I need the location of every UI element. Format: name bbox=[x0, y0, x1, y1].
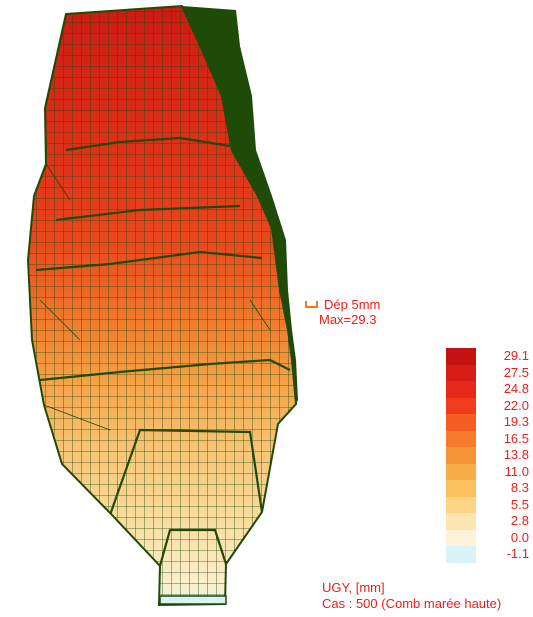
legend-swatch bbox=[446, 348, 476, 365]
legend-swatch bbox=[446, 364, 476, 381]
legend-value: 27.5 bbox=[503, 364, 529, 380]
legend-entry: 0.0 bbox=[446, 529, 531, 546]
result-caption: UGY, [mm] Cas : 500 (Comb marée haute) bbox=[322, 580, 501, 612]
legend-swatch bbox=[446, 546, 476, 563]
legend-entry: 8.3 bbox=[446, 480, 531, 497]
legend-entry: 24.8 bbox=[446, 381, 531, 398]
legend-value: 29.1 bbox=[503, 348, 529, 363]
displacement-scale-label: Dép 5mm bbox=[324, 297, 381, 312]
legend-swatch bbox=[446, 447, 476, 464]
quantity-label: UGY, [mm] bbox=[322, 580, 385, 595]
legend-entry: 19.3 bbox=[446, 414, 531, 431]
color-legend: 29.1 27.5 24.8 22.0 19.3 16.5 13.8 11.0 8.3 5.5 2.… bbox=[446, 348, 531, 563]
legend-swatch bbox=[446, 430, 476, 447]
mesh-side-wall bbox=[182, 6, 298, 404]
legend-swatch bbox=[446, 480, 476, 497]
legend-value: 8.3 bbox=[510, 480, 529, 495]
legend-value: 22.0 bbox=[503, 397, 529, 413]
legend-entry: 29.1 bbox=[446, 348, 531, 365]
legend-swatch bbox=[446, 513, 476, 530]
legend-value: 11.0 bbox=[504, 463, 529, 479]
legend-entry: 13.8 bbox=[446, 447, 531, 464]
displacement-max-label: Max=29.3 bbox=[319, 312, 377, 327]
displacement-scale: Dép 5mm bbox=[305, 297, 380, 312]
legend-entry: 27.5 bbox=[446, 364, 531, 381]
legend-entry: 11.0 bbox=[446, 463, 531, 480]
legend-value: 24.8 bbox=[503, 381, 529, 396]
load-case-label: Cas : 500 (Comb marée haute) bbox=[322, 596, 502, 611]
legend-entry: 22.0 bbox=[446, 397, 531, 414]
legend-value: 13.8 bbox=[503, 447, 529, 462]
legend-value: 0.0 bbox=[510, 529, 529, 545]
legend-swatch bbox=[446, 529, 476, 546]
legend-value: -1.1 bbox=[506, 546, 529, 561]
displacement-annotation: Dép 5mm Max=29.3 bbox=[305, 297, 380, 327]
legend-swatch bbox=[446, 414, 476, 431]
legend-value: 2.8 bbox=[510, 513, 529, 528]
legend-value: 5.5 bbox=[510, 496, 529, 512]
legend-entry: -1.1 bbox=[446, 546, 531, 563]
mesh-base-band bbox=[159, 595, 227, 605]
scale-bracket-icon bbox=[305, 301, 318, 308]
legend-entry: 5.5 bbox=[446, 496, 531, 513]
legend-swatch bbox=[446, 381, 476, 398]
legend-value: 19.3 bbox=[503, 414, 529, 429]
legend-value: 16.5 bbox=[503, 430, 529, 446]
legend-entry: 16.5 bbox=[446, 430, 531, 447]
legend-entry: 2.8 bbox=[446, 513, 531, 530]
legend-swatch bbox=[446, 463, 476, 480]
legend-swatch bbox=[446, 397, 476, 414]
legend-swatch bbox=[446, 496, 476, 513]
